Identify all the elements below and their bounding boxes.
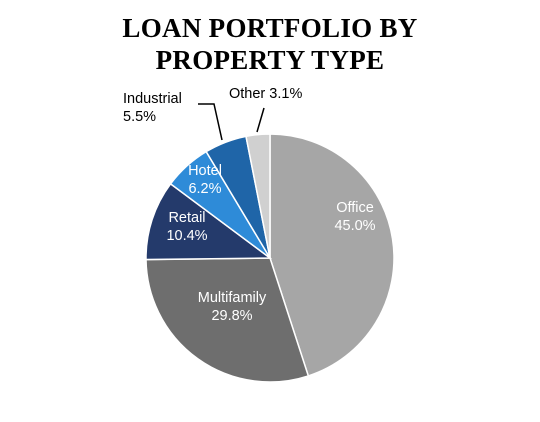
slice-label-other: Other 3.1%	[229, 86, 302, 102]
leader-line-other	[256, 107, 265, 133]
slice-label-industrial: Industrial 5.5%	[123, 91, 182, 125]
slice-label-office: Office 45.0%	[334, 200, 375, 234]
slice-name-industrial: Industrial	[123, 91, 182, 107]
chart-title-line-1: LOAN PORTFOLIO BY	[122, 13, 418, 43]
slice-value-hotel: 6.2%	[188, 181, 221, 197]
slice-value-retail: 10.4%	[166, 228, 207, 244]
slice-label-multifamily: Multifamily 29.8%	[198, 290, 267, 324]
pie-slice-office	[269, 133, 395, 377]
slice-value-multifamily: 29.8%	[211, 308, 252, 324]
slice-label-retail: Retail 10.4%	[166, 210, 207, 244]
pie-slice-multifamily	[145, 257, 310, 383]
pie-slice-other	[245, 133, 271, 259]
leader-line-industrial	[198, 103, 223, 141]
pie-slices	[145, 133, 395, 383]
slice-label-hotel: Hotel 6.2%	[188, 163, 222, 197]
slice-name-multifamily: Multifamily	[198, 290, 267, 306]
chart-title: LOAN PORTFOLIO BY PROPERTY TYPE	[0, 12, 540, 76]
leader-lines	[198, 103, 265, 141]
slice-name-office: Office	[336, 200, 374, 216]
slice-name-hotel: Hotel	[188, 163, 222, 179]
slice-value-industrial: 5.5%	[123, 109, 156, 125]
slice-labels: Office 45.0% Multifamily 29.8% Retail 10.4% Ho…	[123, 86, 376, 324]
slice-name-retail: Retail	[168, 210, 205, 226]
slice-name-other: Other 3.1%	[229, 86, 302, 102]
pie-slice-retail	[145, 182, 273, 261]
slice-value-office: 45.0%	[334, 218, 375, 234]
chart-title-line-2: PROPERTY TYPE	[155, 45, 385, 75]
